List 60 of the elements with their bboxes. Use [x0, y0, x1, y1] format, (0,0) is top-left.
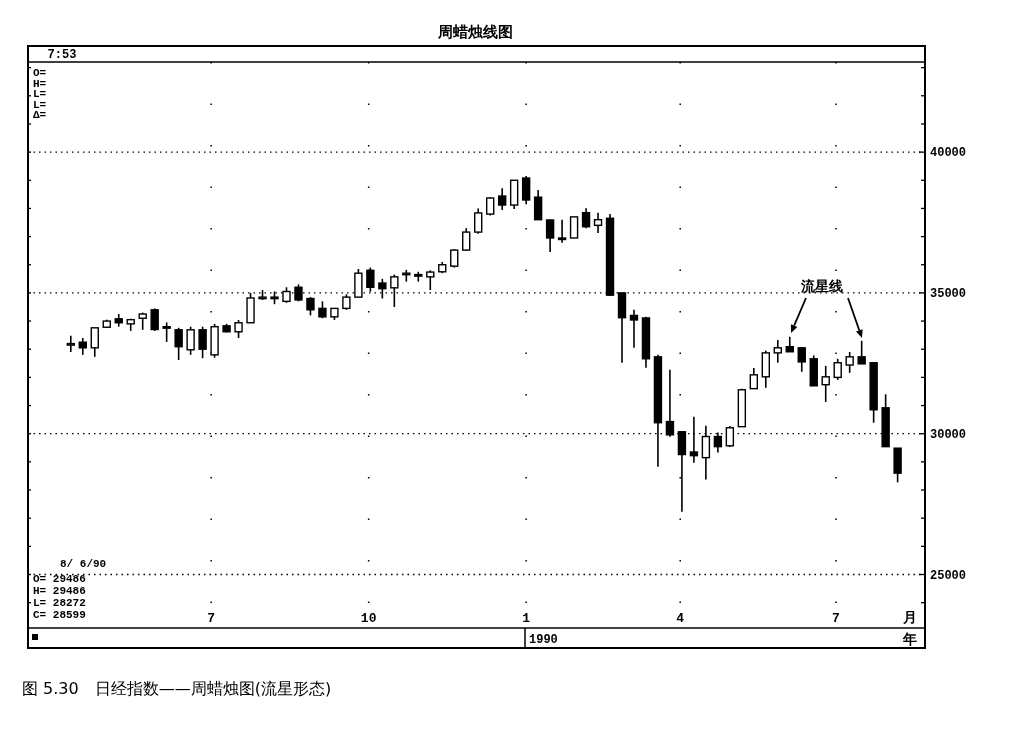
candlestick [749, 367, 759, 390]
caption: 图 5.30 日经指数——周蜡烛图(流星形态) [22, 679, 332, 698]
y-tick-label: 25000 [930, 568, 967, 583]
candlestick [833, 358, 842, 381]
candlestick [665, 368, 675, 438]
candlestick [557, 218, 567, 244]
candlestick [162, 321, 171, 343]
candlestick [545, 218, 555, 253]
annotation: O= [33, 67, 47, 79]
candlestick [497, 187, 507, 211]
y-tick-label: 35000 [930, 287, 967, 302]
candlestick [593, 211, 603, 234]
candlestick [198, 325, 207, 360]
annotation: Δ= [33, 109, 47, 121]
candlestick [234, 319, 243, 339]
candlestick [521, 175, 531, 205]
annotation: H= 29486 [33, 585, 86, 597]
x-tick-label: 1 [522, 611, 531, 626]
candlestick [150, 307, 159, 332]
candlestick [569, 216, 579, 239]
candlestick [426, 269, 435, 291]
annotation: L= [33, 98, 47, 111]
x-tick-label: 7 [207, 611, 216, 626]
text: 年 [902, 631, 917, 647]
candlestick [66, 334, 75, 353]
x-tick-label: 4 [676, 611, 685, 626]
candlestick [689, 416, 699, 464]
annotation: L= 28272 [33, 597, 86, 609]
candlestick [581, 207, 591, 229]
text: 1990 [529, 633, 558, 647]
candlestick [797, 347, 806, 373]
candlestick [701, 425, 711, 481]
y-tick-label: 30000 [930, 427, 967, 442]
x-tick-label: 7 [832, 611, 840, 626]
candlestick [821, 365, 830, 403]
x-tick-label: 10 [360, 611, 377, 626]
candlestick [773, 339, 782, 364]
candlestick [186, 325, 195, 356]
candlestick [306, 296, 315, 317]
candlestick [174, 327, 183, 361]
candlestick [462, 227, 471, 252]
candlestick [474, 207, 483, 235]
candlestick [533, 189, 543, 221]
candlestick [761, 349, 770, 389]
annotation: C= 28599 [33, 609, 86, 621]
annotation: L= [33, 88, 47, 100]
annotation: 8/ 6/90 [60, 558, 107, 570]
candlestick [90, 327, 99, 358]
candlestick [857, 339, 866, 365]
candlestick [845, 351, 854, 374]
candlestick [725, 425, 735, 448]
annotation: O= 29486 [33, 573, 86, 585]
x-axis-title: 月 [902, 609, 917, 625]
chart-title: 周蜡烛线图 [436, 23, 513, 41]
annotation: H= [33, 77, 47, 90]
candlestick [629, 309, 639, 349]
y-tick-label: 40000 [930, 146, 967, 161]
annotation: 流星线 [800, 278, 843, 294]
text: 7:53 [47, 48, 77, 62]
candlestick [450, 248, 459, 269]
